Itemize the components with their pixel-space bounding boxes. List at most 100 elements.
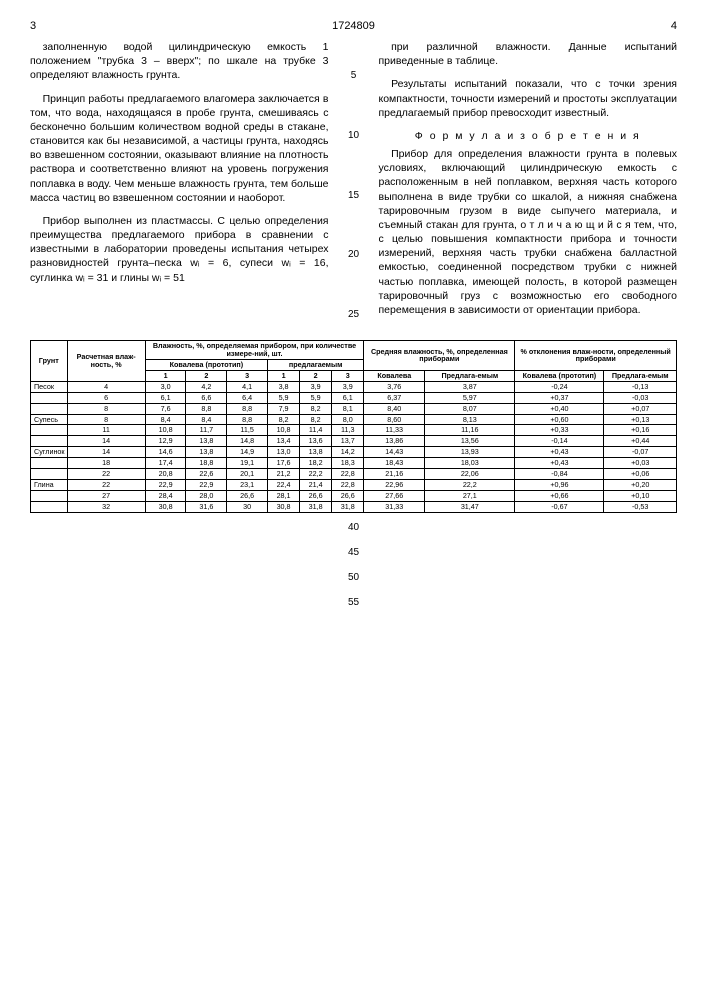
cell: 13,8 xyxy=(186,436,227,447)
para: заполненную водой цилиндрическую емкость… xyxy=(30,40,329,83)
line-numbers: 5 10 15 20 25 xyxy=(347,40,361,326)
cell: +0,37 xyxy=(515,392,604,403)
cell: 18 xyxy=(67,458,145,469)
para: Принцип работы предлагаемого влагомера з… xyxy=(30,92,329,205)
cell: 28,0 xyxy=(186,491,227,502)
cell: +0,13 xyxy=(604,414,677,425)
cell: 11,5 xyxy=(227,425,268,436)
cell xyxy=(31,403,68,414)
cell: 31,6 xyxy=(186,501,227,512)
cell xyxy=(31,458,68,469)
cell: -0,67 xyxy=(515,501,604,512)
column-right: при различной влажности. Данные испытани… xyxy=(379,40,678,326)
cell: 18,2 xyxy=(300,458,332,469)
cell: 26,6 xyxy=(332,491,364,502)
table-row: Суглинок1414,613,814,913,013,814,214,431… xyxy=(31,447,677,458)
cell: Глина xyxy=(31,480,68,491)
cell: 3,8 xyxy=(268,381,300,392)
cell: +0,40 xyxy=(515,403,604,414)
th-sred: Средняя влажность, %, определенная прибо… xyxy=(364,341,515,371)
lineno: 40 xyxy=(30,515,677,540)
th-pred: предлагаемым xyxy=(268,359,364,370)
cell: 11,3 xyxy=(332,425,364,436)
cell: 22,2 xyxy=(300,469,332,480)
cell: +0,44 xyxy=(604,436,677,447)
table-row: 2220,822,620,121,222,222,821,1622,06-0,8… xyxy=(31,469,677,480)
cell: 13,8 xyxy=(186,447,227,458)
cell: -0,24 xyxy=(515,381,604,392)
cell: 20,1 xyxy=(227,469,268,480)
table-row: 1817,418,819,117,618,218,318,4318,03+0,4… xyxy=(31,458,677,469)
lineno: 5 xyxy=(351,70,357,81)
cell: 22,06 xyxy=(425,469,515,480)
cell: 10,8 xyxy=(268,425,300,436)
cell: 13,56 xyxy=(425,436,515,447)
cell: 8,8 xyxy=(227,403,268,414)
cell: 14,6 xyxy=(145,447,186,458)
cell: 21,2 xyxy=(268,469,300,480)
cell: 14 xyxy=(67,447,145,458)
para: при различной влажности. Данные испытани… xyxy=(379,40,678,68)
cell: 21,16 xyxy=(364,469,425,480)
cell: 32 xyxy=(67,501,145,512)
cell: 11,7 xyxy=(186,425,227,436)
cell: 13,8 xyxy=(300,447,332,458)
cell: -0,84 xyxy=(515,469,604,480)
cell: -0,14 xyxy=(515,436,604,447)
cell: 14,8 xyxy=(227,436,268,447)
cell: 10,8 xyxy=(145,425,186,436)
cell: +0,66 xyxy=(515,491,604,502)
table-row: 1110,811,711,510,811,411,311,3311,16+0,3… xyxy=(31,425,677,436)
lineno: 20 xyxy=(348,249,359,260)
cell: 28,4 xyxy=(145,491,186,502)
cell: 22 xyxy=(67,480,145,491)
table-row: Супесь88,48,48,88,28,28,08,608,13+0,60+0… xyxy=(31,414,677,425)
cell: 8,0 xyxy=(332,414,364,425)
table-row: Песок43,04,24,13,83,93,93,763,87-0,24-0,… xyxy=(31,381,677,392)
cell: +0,06 xyxy=(604,469,677,480)
cell: 30,8 xyxy=(268,501,300,512)
cell: 6 xyxy=(67,392,145,403)
cell: 26,6 xyxy=(300,491,332,502)
cell: 31,8 xyxy=(300,501,332,512)
page-left: 3 xyxy=(30,20,36,32)
cell: 12,9 xyxy=(145,436,186,447)
cell: 8,8 xyxy=(186,403,227,414)
table-row: 3230,831,63030,831,831,831,3331,47-0,67-… xyxy=(31,501,677,512)
table-row: 1412,913,814,813,413,613,713,8613,56-0,1… xyxy=(31,436,677,447)
cell: 5,9 xyxy=(268,392,300,403)
cell: 30 xyxy=(227,501,268,512)
cell: 7,6 xyxy=(145,403,186,414)
cell: 4,2 xyxy=(186,381,227,392)
cell: 18,43 xyxy=(364,458,425,469)
cell: 13,0 xyxy=(268,447,300,458)
cell: 3,76 xyxy=(364,381,425,392)
cell: 22,4 xyxy=(268,480,300,491)
cell: 22,8 xyxy=(332,480,364,491)
cell: 8,2 xyxy=(268,414,300,425)
cell: 8 xyxy=(67,403,145,414)
cell xyxy=(31,501,68,512)
th-c: 1 xyxy=(268,370,300,381)
cell: 11 xyxy=(67,425,145,436)
cell xyxy=(31,392,68,403)
cell: 14,9 xyxy=(227,447,268,458)
lineno: 10 xyxy=(348,130,359,141)
cell: +0,60 xyxy=(515,414,604,425)
cell: -0,13 xyxy=(604,381,677,392)
para: Прибор выполнен из пластмассы. С целью о… xyxy=(30,214,329,285)
th-rasch: Расчетная влаж-ность, % xyxy=(67,341,145,382)
doc-number: 1724809 xyxy=(332,20,375,32)
cell: 23,1 xyxy=(227,480,268,491)
cell: 26,6 xyxy=(227,491,268,502)
cell: -0,03 xyxy=(604,392,677,403)
th-c: 2 xyxy=(186,370,227,381)
cell: +0,43 xyxy=(515,447,604,458)
th-c: 3 xyxy=(332,370,364,381)
cell: +0,03 xyxy=(604,458,677,469)
cell: 13,7 xyxy=(332,436,364,447)
cell: 22,9 xyxy=(186,480,227,491)
cell: +0,07 xyxy=(604,403,677,414)
cell: 18,03 xyxy=(425,458,515,469)
below-linenos: 40 45 50 55 xyxy=(30,515,677,615)
